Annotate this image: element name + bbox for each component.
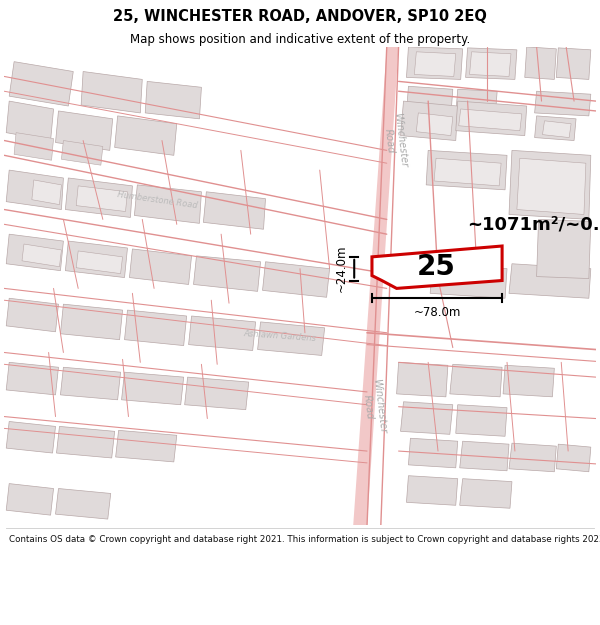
Polygon shape xyxy=(450,364,502,397)
Polygon shape xyxy=(556,48,591,79)
Polygon shape xyxy=(406,86,453,116)
Polygon shape xyxy=(6,298,58,332)
Text: Winchester
Road: Winchester Road xyxy=(380,112,409,169)
Polygon shape xyxy=(372,246,502,288)
Polygon shape xyxy=(185,377,249,409)
Polygon shape xyxy=(65,178,133,217)
Polygon shape xyxy=(61,304,122,339)
Polygon shape xyxy=(6,234,64,271)
Polygon shape xyxy=(203,192,265,229)
Text: 25: 25 xyxy=(416,253,455,281)
Polygon shape xyxy=(130,249,191,284)
Polygon shape xyxy=(470,52,511,76)
Polygon shape xyxy=(65,241,127,278)
Polygon shape xyxy=(509,151,591,219)
Polygon shape xyxy=(401,402,453,434)
Polygon shape xyxy=(426,151,507,190)
Polygon shape xyxy=(535,116,576,141)
Polygon shape xyxy=(456,101,527,136)
Polygon shape xyxy=(6,101,53,141)
Polygon shape xyxy=(116,431,177,462)
Polygon shape xyxy=(503,365,554,397)
Polygon shape xyxy=(76,251,122,274)
Polygon shape xyxy=(76,186,127,211)
Polygon shape xyxy=(542,121,571,138)
Polygon shape xyxy=(194,256,260,291)
Polygon shape xyxy=(456,405,507,436)
Polygon shape xyxy=(415,52,456,76)
Polygon shape xyxy=(406,47,463,79)
Text: Contains OS data © Crown copyright and database right 2021. This information is : Contains OS data © Crown copyright and d… xyxy=(9,535,600,544)
Text: Ashlawn Gardens: Ashlawn Gardens xyxy=(244,329,317,342)
Polygon shape xyxy=(56,426,115,458)
Polygon shape xyxy=(115,116,177,156)
Polygon shape xyxy=(434,158,501,186)
Polygon shape xyxy=(353,47,398,525)
Polygon shape xyxy=(6,484,53,515)
Text: Map shows position and indicative extent of the property.: Map shows position and indicative extent… xyxy=(130,32,470,46)
Polygon shape xyxy=(6,421,56,453)
Polygon shape xyxy=(125,310,187,346)
Polygon shape xyxy=(460,441,509,471)
Polygon shape xyxy=(9,62,73,106)
Text: Humberstone Road: Humberstone Road xyxy=(116,189,198,210)
Polygon shape xyxy=(56,489,111,519)
Polygon shape xyxy=(535,91,591,116)
Polygon shape xyxy=(397,362,448,397)
Text: Winchester
Road: Winchester Road xyxy=(360,378,388,435)
Polygon shape xyxy=(409,438,458,468)
Polygon shape xyxy=(536,219,591,279)
Polygon shape xyxy=(32,180,61,204)
Polygon shape xyxy=(525,47,556,79)
Polygon shape xyxy=(61,141,103,165)
Polygon shape xyxy=(556,444,591,472)
Polygon shape xyxy=(14,132,53,160)
Polygon shape xyxy=(466,48,517,79)
Polygon shape xyxy=(81,71,142,113)
Polygon shape xyxy=(459,109,522,131)
Polygon shape xyxy=(263,262,329,298)
Polygon shape xyxy=(61,368,121,400)
Polygon shape xyxy=(257,322,325,356)
Polygon shape xyxy=(509,264,591,298)
Text: ~1071m²/~0.265ac.: ~1071m²/~0.265ac. xyxy=(467,216,600,233)
Polygon shape xyxy=(56,111,113,151)
Polygon shape xyxy=(134,185,202,223)
Polygon shape xyxy=(6,362,58,395)
Polygon shape xyxy=(509,443,556,472)
Polygon shape xyxy=(188,316,256,351)
Polygon shape xyxy=(6,170,64,209)
Polygon shape xyxy=(145,81,202,119)
Text: 25, WINCHESTER ROAD, ANDOVER, SP10 2EQ: 25, WINCHESTER ROAD, ANDOVER, SP10 2EQ xyxy=(113,9,487,24)
Text: ~78.0m: ~78.0m xyxy=(413,306,461,319)
Polygon shape xyxy=(517,158,586,214)
Text: ~24.0m: ~24.0m xyxy=(334,245,347,292)
Polygon shape xyxy=(406,476,458,505)
Polygon shape xyxy=(401,101,458,141)
Polygon shape xyxy=(460,479,512,508)
Polygon shape xyxy=(22,244,61,267)
Polygon shape xyxy=(416,113,453,136)
Polygon shape xyxy=(122,372,184,405)
Polygon shape xyxy=(456,89,497,116)
Polygon shape xyxy=(430,264,507,298)
